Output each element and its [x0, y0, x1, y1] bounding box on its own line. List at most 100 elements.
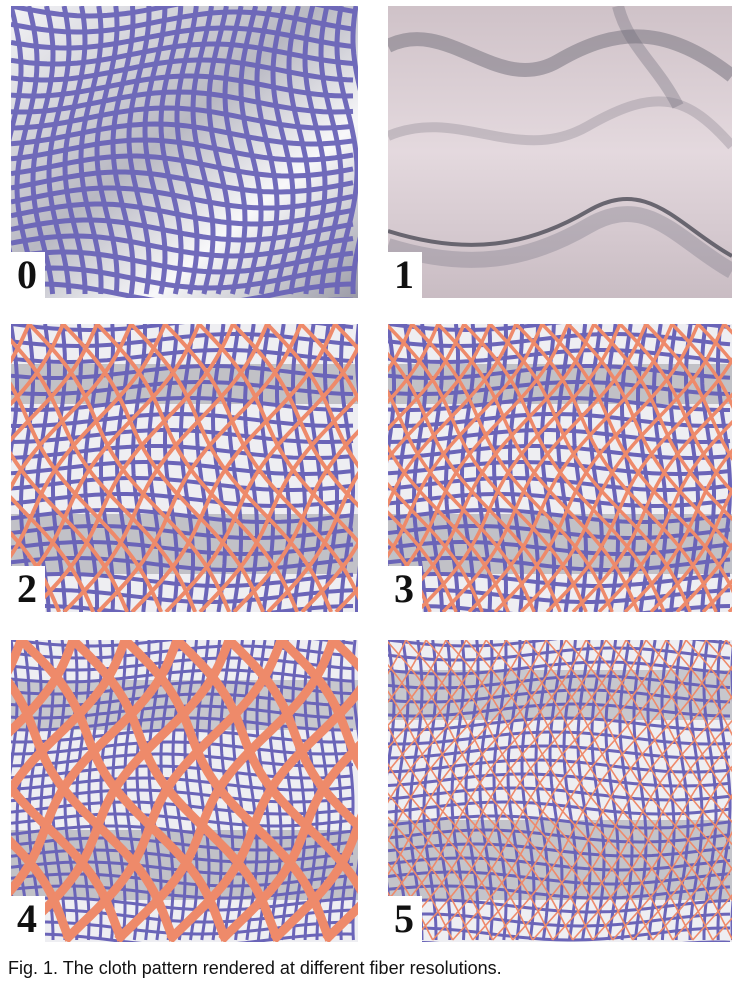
warp-thread [408, 640, 424, 941]
weft-thread [388, 556, 731, 572]
warp-thread [14, 6, 40, 295]
weft-thread [11, 476, 354, 492]
diagonal-thread [412, 640, 627, 941]
diagonal-thread [592, 324, 732, 522]
diagonal-thread [512, 640, 727, 941]
panel-label-4: 4 [11, 896, 45, 942]
diagonal-thread [685, 640, 732, 700]
diagonal-thread [388, 640, 507, 804]
warp-thread [171, 640, 187, 941]
diagonal-thread [96, 324, 303, 612]
diagonal-thread [388, 640, 467, 749]
warp-thread [620, 324, 636, 612]
diagonal-thread [388, 663, 574, 941]
warp-thread [460, 324, 476, 612]
warp-thread [520, 640, 536, 941]
weft-thread [11, 121, 354, 147]
weft-thread [388, 702, 731, 718]
diagonal-thread [388, 724, 534, 941]
warp-thread [323, 324, 339, 612]
weft-thread [388, 800, 731, 816]
weft-thread [11, 556, 354, 572]
diagonal-thread [114, 640, 338, 942]
diagonal-thread [11, 324, 99, 443]
diagonal-thread [566, 324, 732, 551]
diagonal-thread [11, 640, 182, 897]
diagonal-thread [388, 640, 527, 843]
weft-thread [388, 688, 731, 704]
weft-thread [11, 249, 354, 275]
weft-thread [388, 884, 731, 900]
weft-thread [388, 332, 731, 348]
diagonal-thread [485, 640, 694, 941]
diagonal-thread [565, 640, 732, 871]
diagonal-thread [62, 640, 286, 942]
weft-thread [388, 814, 731, 830]
warp-thread [350, 6, 358, 295]
weft-thread [388, 508, 731, 524]
diagonal-thread [432, 640, 647, 941]
diagonal-thread [11, 450, 130, 612]
diagonal-thread [445, 640, 654, 941]
weft-thread [11, 281, 354, 298]
warp-thread [99, 324, 115, 612]
warp-thread [355, 324, 358, 612]
diagonal-thread [493, 324, 700, 612]
panel-4-woven-cloth: 4 [11, 640, 358, 942]
weft-thread [11, 137, 354, 163]
weft-thread [388, 646, 731, 662]
warp-thread [351, 640, 358, 941]
diagonal-thread [645, 640, 732, 773]
diagonal-thread [545, 356, 732, 612]
cloth-render-0 [11, 6, 358, 298]
weft-thread [11, 9, 354, 35]
warp-thread [75, 640, 91, 941]
warp-thread [243, 324, 259, 612]
warp-thread [158, 6, 184, 295]
diagonal-thread [472, 640, 687, 941]
diagonal-thread [644, 324, 732, 462]
diagonal-thread [270, 813, 358, 942]
warp-thread [46, 6, 72, 295]
warp-thread [190, 6, 216, 295]
weft-thread [388, 640, 731, 648]
weft-thread [388, 460, 731, 476]
diagonal-thread [452, 640, 667, 941]
cloth-render-1 [388, 6, 732, 298]
diagonal-thread [388, 324, 492, 462]
diagonal-thread [388, 324, 466, 432]
diagonal-thread [389, 324, 596, 612]
warp-thread [540, 324, 556, 612]
diagonal-thread [618, 324, 732, 495]
panel-label-3: 3 [388, 566, 422, 612]
weft-thread [11, 25, 354, 51]
diagonal-thread [532, 664, 732, 941]
cloth-render-5 [388, 640, 732, 942]
weft-thread [11, 89, 354, 115]
weft-thread [388, 540, 731, 556]
diagonal-thread [388, 640, 447, 727]
weft-thread [11, 185, 354, 211]
warp-thread [179, 324, 195, 612]
diagonal-thread [198, 392, 358, 612]
diagonal-thread [277, 640, 358, 771]
weft-thread [11, 217, 354, 243]
diagonal-thread [571, 392, 732, 612]
weft-thread [11, 233, 354, 259]
diagonal-thread [166, 684, 358, 942]
diagonal-thread [612, 765, 732, 941]
warp-thread [660, 640, 676, 941]
weft-thread [388, 428, 731, 444]
warp-thread [254, 6, 280, 295]
diagonal-thread [388, 640, 567, 902]
weft-thread [11, 41, 354, 67]
warp-thread [270, 6, 296, 295]
diagonal-thread [388, 641, 594, 941]
weft-thread [11, 752, 354, 768]
weft-thread [11, 588, 354, 604]
diagonal-thread [11, 324, 133, 492]
diagonal-thread [592, 742, 732, 941]
diagonal-thread [388, 324, 518, 508]
weft-thread [11, 57, 354, 83]
diagonal-thread [632, 793, 732, 941]
